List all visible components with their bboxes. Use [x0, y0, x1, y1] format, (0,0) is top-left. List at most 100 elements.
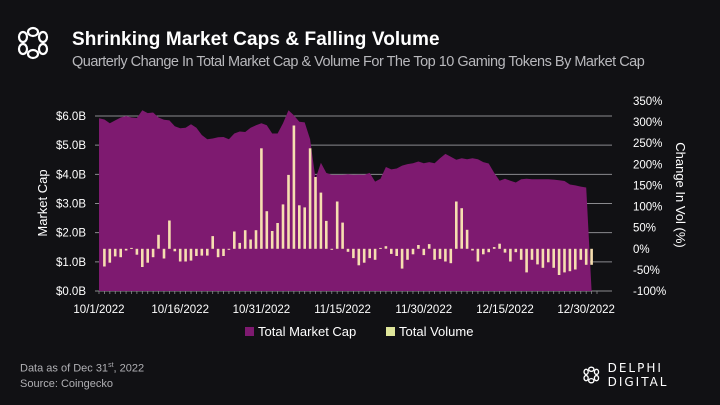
volume-bar — [281, 204, 285, 249]
right-axis-labels: -100% -50% 0% 50% 100% 150% 200% 250% 300% 350% — [633, 96, 666, 298]
right-tick-label: 350% — [633, 96, 662, 108]
volume-bar — [492, 247, 496, 249]
volume-bar — [563, 248, 566, 273]
volume-bar — [325, 220, 328, 249]
volume-bar — [406, 248, 409, 260]
left-axis-title: Market Cap — [35, 169, 50, 236]
left-tick-label: $5.0B — [56, 140, 86, 152]
x-axis-ticks — [98, 291, 598, 294]
delphi-logo-small-icon — [583, 366, 600, 384]
volume-bar — [184, 248, 187, 262]
volume-bar — [103, 248, 106, 267]
volume-bar — [346, 248, 350, 252]
volume-bar — [249, 239, 252, 249]
right-tick-label: 150% — [633, 180, 662, 192]
volume-bar — [276, 223, 279, 249]
volume-bar — [130, 247, 133, 249]
volume-bar — [352, 248, 355, 259]
volume-bar — [314, 177, 317, 249]
volume-bar — [298, 205, 301, 249]
chart-title: Shrinking Market Caps & Falling Volume — [72, 29, 440, 50]
right-axis-title: Change In Vol (%) — [673, 142, 688, 248]
volume-bar — [335, 201, 339, 249]
volume-bar — [455, 201, 458, 249]
volume-bar — [503, 248, 507, 253]
volume-bar — [427, 244, 431, 249]
left-tick-label: $1.0B — [56, 257, 86, 269]
volume-bar — [319, 192, 323, 249]
volume-bar — [579, 248, 583, 260]
volume-bar — [476, 248, 480, 262]
source-note: Source: Coingecko — [20, 378, 113, 390]
volume-bar — [211, 236, 214, 249]
volume-bar — [292, 125, 296, 249]
volume-bar — [444, 248, 447, 262]
volume-bar — [146, 248, 149, 263]
volume-bar — [590, 248, 593, 265]
volume-bar — [400, 248, 404, 269]
volume-bar — [254, 230, 258, 249]
volume-bar — [362, 248, 366, 263]
volume-bar — [200, 248, 204, 256]
volume-bar — [379, 247, 382, 249]
right-tick-label: -100% — [633, 286, 666, 298]
volume-bar — [373, 248, 377, 260]
volume-bar — [168, 220, 171, 249]
volume-bar — [151, 248, 155, 258]
volume-bar — [108, 248, 112, 263]
volume-bar — [260, 148, 263, 249]
left-axis-labels: $0.0B $1.0B $2.0B $3.0B $4.0B $5.0B $6.0B — [56, 111, 86, 298]
right-tick-label: 300% — [633, 117, 662, 129]
volume-bar — [536, 248, 539, 265]
volume-bar — [547, 248, 550, 263]
right-tick-label: 100% — [633, 202, 662, 214]
left-tick-label: $2.0B — [56, 228, 86, 240]
volume-bar — [498, 243, 501, 249]
left-tick-label: $3.0B — [56, 199, 86, 211]
volume-bar — [411, 248, 415, 255]
volume-bar — [173, 248, 177, 252]
x-tick-label: 10/16/2022 — [151, 304, 209, 316]
volume-bar — [574, 248, 577, 270]
volume-bar — [216, 248, 220, 258]
volume-bar — [487, 248, 490, 253]
volume-bar — [584, 248, 588, 265]
chart-subtitle: Quarterly Change In Total Market Cap & V… — [72, 54, 645, 70]
brand-name: DELPHI DIGITAL — [607, 361, 669, 389]
right-tick-label: 250% — [633, 138, 662, 150]
delphi-logo-icon — [17, 26, 49, 60]
volume-bar — [222, 248, 225, 256]
legend-label-volume: Total Volume — [399, 324, 473, 339]
volume-bar — [265, 211, 269, 249]
volume-bar — [422, 248, 426, 256]
volume-bar — [509, 248, 512, 262]
x-axis-labels: 10/1/2022 10/16/2022 10/31/2022 11/15/2022 1… — [73, 304, 615, 316]
volume-bar — [238, 242, 241, 249]
volume-bar — [270, 231, 274, 249]
volume-bar — [482, 248, 485, 255]
left-tick-label: $0.0B — [56, 286, 86, 298]
volume-bar — [195, 248, 198, 256]
x-tick-label: 12/30/2022 — [557, 304, 615, 316]
volume-bar — [395, 248, 398, 256]
data-date-note: Data as of Dec 31st, 2022 — [20, 362, 145, 375]
volume-bar — [568, 248, 572, 272]
volume-bar — [465, 229, 469, 249]
volume-bar — [357, 248, 361, 266]
volume-bar — [113, 248, 117, 257]
volume-bar — [162, 248, 166, 259]
volume-bar — [417, 245, 420, 249]
right-tick-label: -50% — [633, 265, 660, 277]
volume-bar — [514, 248, 518, 253]
volume-bar — [119, 248, 122, 258]
volume-bar — [519, 248, 523, 260]
volume-bar — [368, 248, 371, 259]
volume-bar — [233, 231, 236, 249]
volume-bar — [449, 248, 453, 264]
volume-bar — [552, 248, 555, 268]
volume-bar — [384, 246, 388, 249]
x-tick-label: 10/1/2022 — [73, 304, 124, 316]
volume-bar — [243, 230, 247, 249]
volume-bar — [525, 248, 528, 273]
